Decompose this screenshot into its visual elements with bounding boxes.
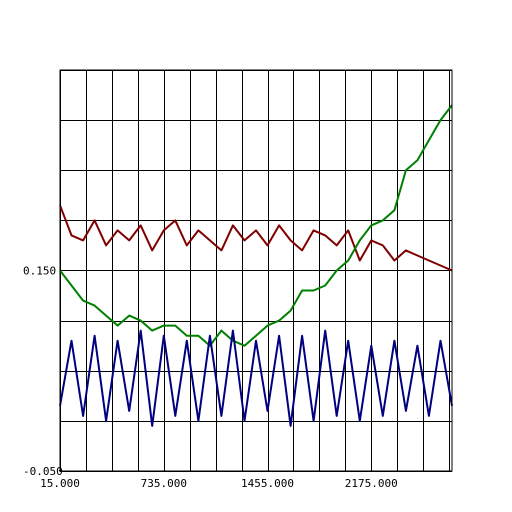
x-tick-label: 735.000 [141,477,187,490]
series-line-1 [59,204,453,272]
y-tick-label: 0.150 [23,265,56,278]
grid-lines [60,70,452,472]
series-line-3 [59,329,453,427]
plot-frame [59,69,453,472]
series-line-2 [59,104,453,347]
x-axis-tick-labels: 15.000 735.000 1455.000 2175.000 [40,477,398,490]
series-lines [59,104,453,427]
x-tick-label: 15.000 [40,477,80,490]
x-tick-label: 2175.000 [345,477,398,490]
y-tick-label: -0.050 [23,465,63,478]
x-tick-label: 1455.000 [241,477,294,490]
y-axis-tick-labels: -0.050 0.150 [23,265,63,479]
